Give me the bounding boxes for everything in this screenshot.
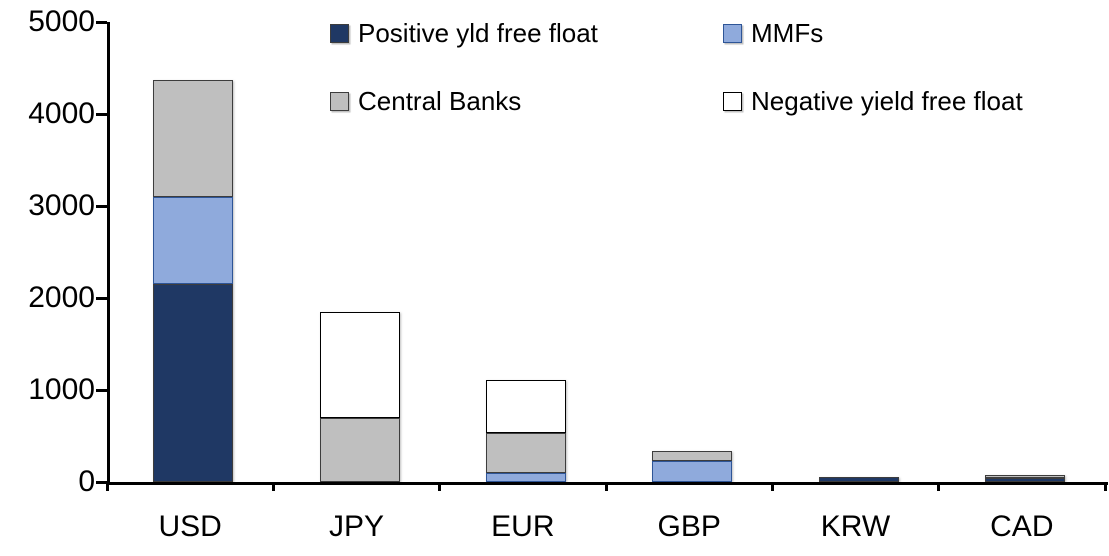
bar-segment-krw-positive-yld-free-float xyxy=(818,477,899,482)
x-axis-tick xyxy=(105,482,109,491)
x-axis-tick xyxy=(271,482,275,491)
bar-segment-gbp-central-banks xyxy=(652,451,733,462)
x-axis-tick xyxy=(770,482,774,491)
x-axis-label-usd: USD xyxy=(158,510,222,543)
legend-item-negative-yield-free-float: Negative yield free float xyxy=(723,88,1023,114)
plot-area xyxy=(107,22,1108,485)
legend-item-mmfs: MMFs xyxy=(723,20,823,46)
x-axis-tick xyxy=(438,482,442,491)
x-axis-label-gbp: GBP xyxy=(657,510,721,543)
legend-swatch-negative-yield-free-float-icon xyxy=(723,91,742,111)
legend-label-negative-yield-free-float: Negative yield free float xyxy=(751,86,1023,116)
x-axis-tick xyxy=(1103,482,1107,491)
x-axis-tick xyxy=(604,482,608,491)
x-axis-label-jpy: JPY xyxy=(328,510,384,543)
legend-label-mmfs: MMFs xyxy=(751,18,824,48)
bar-segment-cad-positive-yld-free-float xyxy=(984,477,1065,482)
legend-item-central-banks: Central Banks xyxy=(330,88,521,114)
x-axis-label-krw: KRW xyxy=(820,510,891,543)
y-axis-tick xyxy=(96,388,107,392)
bar-eur xyxy=(485,379,566,482)
x-axis-label-eur: EUR xyxy=(491,510,555,543)
y-axis-label: 2000 xyxy=(28,281,95,314)
y-axis-tick xyxy=(96,480,107,484)
bar-segment-usd-positive-yld-free-float xyxy=(153,284,234,482)
y-axis-tick xyxy=(96,204,107,208)
legend-swatch-positive-yld-free-float-icon xyxy=(330,23,349,43)
bar-cad xyxy=(984,475,1065,482)
bar-segment-usd-central-banks xyxy=(153,79,234,197)
bar-segment-cad-central-banks xyxy=(984,475,1065,478)
y-axis-label: 5000 xyxy=(28,5,95,38)
y-axis-tick xyxy=(96,112,107,116)
bar-segment-jpy-central-banks xyxy=(319,417,400,482)
bar-segment-gbp-mmfs xyxy=(652,461,733,482)
y-axis-label: 4000 xyxy=(28,97,95,130)
bar-usd xyxy=(153,79,234,482)
bar-segment-eur-central-banks xyxy=(485,432,566,473)
bar-krw xyxy=(818,477,899,482)
x-axis-tick xyxy=(937,482,941,491)
bar-segment-eur-mmfs xyxy=(485,472,566,482)
bar-segment-eur-negative-yield-free-float xyxy=(485,379,566,433)
legend-label-central-banks: Central Banks xyxy=(358,86,522,116)
bar-segment-usd-mmfs xyxy=(153,196,234,285)
bar-jpy xyxy=(319,311,400,482)
legend-swatch-mmfs-icon xyxy=(723,23,742,43)
y-axis-label: 1000 xyxy=(28,373,95,406)
y-axis-label: 0 xyxy=(78,465,95,498)
y-axis-tick xyxy=(96,296,107,300)
bar-segment-jpy-negative-yield-free-float xyxy=(319,311,400,418)
legend-label-positive-yld-free-float: Positive yld free float xyxy=(358,18,598,48)
x-axis-label-cad: CAD xyxy=(990,510,1054,543)
bar-gbp xyxy=(652,451,733,482)
legend-item-positive-yld-free-float: Positive yld free float xyxy=(330,20,598,46)
y-axis-tick xyxy=(96,20,107,24)
legend-swatch-central-banks-icon xyxy=(330,91,349,111)
y-axis-label: 3000 xyxy=(28,189,95,222)
